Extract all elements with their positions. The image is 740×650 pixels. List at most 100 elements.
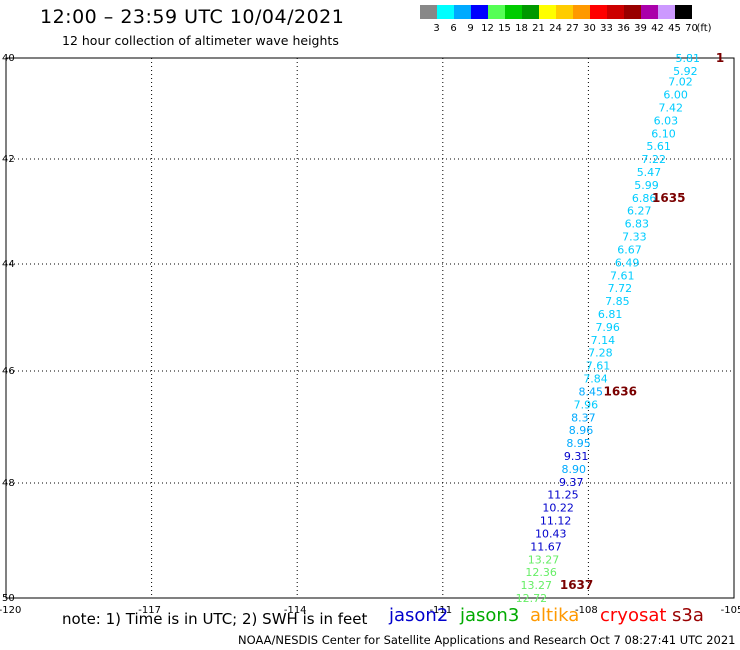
satellite-name: s3a xyxy=(672,605,704,626)
wave-height-label: 11.25 xyxy=(547,489,579,502)
wave-height-label: 5.81 xyxy=(676,52,701,65)
wave-height-label: 7.84 xyxy=(583,373,608,386)
wave-height-label: 5.47 xyxy=(637,166,662,179)
scale-swatch xyxy=(675,5,692,19)
scale-label: 12 xyxy=(481,23,494,34)
scale-swatch xyxy=(590,5,607,19)
wave-height-label: 9.31 xyxy=(564,450,589,463)
scale-label: 39 xyxy=(634,23,647,34)
credit-line: NOAA/NESDIS Center for Satellite Applica… xyxy=(238,633,736,647)
scale-swatch xyxy=(573,5,590,19)
wave-height-label: 8.90 xyxy=(561,463,586,476)
wave-height-label: 8.95 xyxy=(566,437,591,450)
scale-swatch xyxy=(641,5,658,19)
x-tick-label: -108 xyxy=(575,605,598,616)
wave-height-label: 13.27 xyxy=(528,553,560,566)
y-tick-label: 46 xyxy=(2,366,15,377)
wave-height-label: 7.22 xyxy=(642,153,667,166)
y-tick-label: 40 xyxy=(2,53,15,64)
y-tick-label: 50 xyxy=(2,593,15,604)
scale-swatch xyxy=(556,5,573,19)
wave-height-label: 7.85 xyxy=(605,295,630,308)
scale-label: 36 xyxy=(617,23,630,34)
scale-swatch xyxy=(607,5,624,19)
wave-height-label: 7.02 xyxy=(668,76,693,89)
wave-height-label: 6.03 xyxy=(654,114,679,127)
wave-height-label: 5.99 xyxy=(634,179,659,192)
wave-height-label: 8.96 xyxy=(569,424,594,437)
scale-swatch xyxy=(505,5,522,19)
wave-height-label: 7.61 xyxy=(586,360,611,373)
scale-label: 21 xyxy=(532,23,545,34)
wave-height-label: 8.37 xyxy=(571,411,596,424)
scale-label: 42 xyxy=(651,23,664,34)
chart-title: 12:00 – 23:59 UTC 10/04/2021 xyxy=(40,6,345,28)
scale-swatch xyxy=(658,5,675,19)
scale-swatch xyxy=(522,5,539,19)
units-note: note: 1) Time is in UTC; 2) SWH is in fe… xyxy=(62,610,368,628)
wave-height-label: 9.37 xyxy=(559,476,584,489)
time-marker-label: 1637 xyxy=(560,578,593,592)
x-tick-label: -105 xyxy=(721,605,740,616)
scale-label: 3 xyxy=(433,23,440,34)
scale-label: 15 xyxy=(498,23,511,34)
satellite-name: altika xyxy=(530,605,580,626)
scale-label: 33 xyxy=(600,23,613,34)
wave-height-label: 7.96 xyxy=(595,321,620,334)
scale-swatch xyxy=(420,5,437,19)
y-tick-label: 48 xyxy=(2,478,15,489)
y-tick-label: 42 xyxy=(2,154,15,165)
scale-label: 18 xyxy=(515,23,528,34)
wave-height-label: 11.67 xyxy=(530,540,562,553)
scale-label: 27 xyxy=(566,23,579,34)
wave-height-label: 7.42 xyxy=(659,101,684,114)
wave-height-label: 6.27 xyxy=(627,205,652,218)
wave-height-label: 6.83 xyxy=(625,218,650,231)
wave-height-label: 12.36 xyxy=(525,566,557,579)
wave-height-label: 7.14 xyxy=(591,334,616,347)
plot-frame xyxy=(5,57,735,599)
wave-height-label: 6.10 xyxy=(651,127,676,140)
wave-height-label: 6.86 xyxy=(632,192,657,205)
time-marker-label: 1 xyxy=(716,51,724,65)
wave-height-label: 5.61 xyxy=(646,140,671,153)
wave-height-label: 6.67 xyxy=(617,243,642,256)
wave-height-label: 7.61 xyxy=(610,269,635,282)
satellite-name: cryosat xyxy=(600,605,667,626)
scale-swatch xyxy=(539,5,556,19)
wave-height-label: 12.72 xyxy=(516,592,548,605)
wave-height-label: 8.45 xyxy=(578,385,603,398)
scale-label: 45 xyxy=(668,23,681,34)
wave-height-label: 7.72 xyxy=(608,282,633,295)
scale-unit-label: (ft) xyxy=(696,23,712,34)
x-tick-label: -120 xyxy=(0,605,21,616)
scale-label: 9 xyxy=(467,23,474,34)
wave-height-label: 10.43 xyxy=(535,527,567,540)
y-tick-label: 44 xyxy=(2,259,15,270)
scale-swatch xyxy=(437,5,454,19)
x-tick-label: -117 xyxy=(138,605,161,616)
time-marker-label: 1636 xyxy=(604,384,637,398)
satellite-name: jason2 xyxy=(389,605,449,626)
wave-height-label: 7.96 xyxy=(574,398,599,411)
scale-label: 6 xyxy=(450,23,457,34)
x-tick-label: -111 xyxy=(429,605,452,616)
wave-height-label: 5.92 xyxy=(673,65,698,78)
wave-height-label: 7.33 xyxy=(622,231,647,244)
wave-height-label: 11.12 xyxy=(540,515,572,528)
wave-height-label: 10.22 xyxy=(542,502,574,515)
satellite-name: jason3 xyxy=(460,605,520,626)
wave-height-label: 6.00 xyxy=(663,89,688,102)
scale-label: 70 xyxy=(685,23,698,34)
scale-swatch xyxy=(471,5,488,19)
wave-height-label: 6.49 xyxy=(615,256,640,269)
scale-swatch xyxy=(454,5,471,19)
scale-swatch xyxy=(624,5,641,19)
scale-swatch xyxy=(488,5,505,19)
scale-label: 30 xyxy=(583,23,596,34)
scale-label: 24 xyxy=(549,23,562,34)
wave-height-label: 7.28 xyxy=(588,347,613,360)
time-marker-label: 1635 xyxy=(652,191,685,205)
wave-height-label: 6.81 xyxy=(598,308,623,321)
